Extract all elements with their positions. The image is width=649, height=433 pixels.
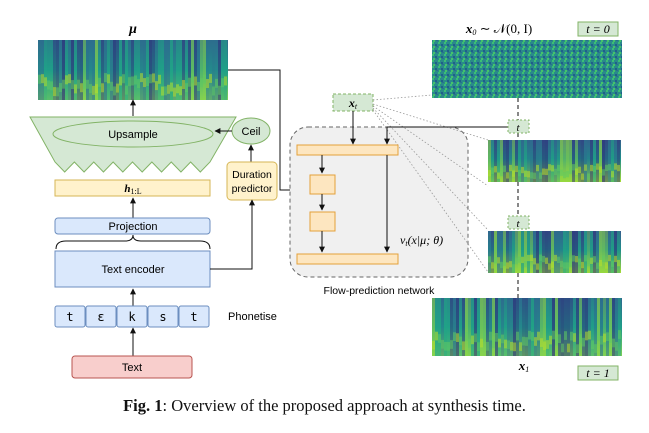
figure-caption: Fig. 1: Overview of the proposed approac… bbox=[0, 396, 649, 416]
text-input-label: Text bbox=[122, 362, 142, 374]
phoneme-box bbox=[178, 305, 210, 328]
caption-bold: Fig. 1 bbox=[123, 396, 163, 415]
projection-label: Projection bbox=[109, 221, 158, 233]
upsample-block: Upsample bbox=[29, 116, 237, 173]
intermediate-spectrogram-1 bbox=[488, 140, 621, 182]
phoneme-label: t bbox=[190, 310, 197, 324]
vt-label: vt(x|μ; θ) bbox=[400, 233, 443, 248]
h-bar bbox=[54, 179, 211, 197]
phoneme-label: ε bbox=[97, 310, 104, 324]
t1-label: t = 1 bbox=[586, 366, 609, 380]
t-badge-a-label: t bbox=[516, 122, 520, 134]
mu-label: μ bbox=[128, 22, 137, 37]
h-label: h1:L bbox=[124, 183, 141, 196]
t1-badge bbox=[577, 365, 619, 381]
t0-label: t = 0 bbox=[586, 22, 609, 36]
mu-to-flow-line bbox=[228, 69, 295, 191]
flow-network-container bbox=[289, 126, 469, 278]
ceil-label: Ceil bbox=[242, 126, 261, 138]
t-badge-b bbox=[507, 215, 530, 230]
x1-label: x1 bbox=[518, 358, 530, 374]
x0-label: x0 ∼ 𝒩(0, I) bbox=[465, 21, 532, 37]
flow-top-bar bbox=[296, 144, 399, 156]
t-badge-a bbox=[507, 119, 530, 134]
x1-spectrogram bbox=[432, 298, 622, 356]
phoneme-label: t bbox=[66, 310, 73, 324]
phoneme-label: s bbox=[159, 310, 166, 324]
phoneme-box bbox=[147, 305, 179, 328]
encoder-brace bbox=[55, 234, 211, 250]
intermediate-spectrogram-2 bbox=[488, 231, 621, 273]
flow-network-label: Flow-prediction network bbox=[324, 285, 436, 297]
phoneme-box bbox=[116, 305, 148, 328]
text-input-box bbox=[71, 355, 193, 379]
text-encoder-box bbox=[54, 250, 211, 288]
encoder-to-duration-arrow bbox=[210, 199, 255, 270]
projection-box bbox=[54, 217, 211, 235]
phonetise-label: Phonetise bbox=[228, 311, 277, 323]
phoneme-label: k bbox=[128, 310, 136, 324]
mu-spectrogram bbox=[38, 40, 228, 100]
duration-label-2: predictor bbox=[232, 183, 273, 195]
t-to-flow-arrow bbox=[384, 126, 508, 145]
x0-noise-spectrogram bbox=[432, 40, 622, 98]
flow-block-2 bbox=[309, 211, 336, 232]
caption-text: : Overview of the proposed approach at s… bbox=[162, 396, 526, 415]
t0-badge bbox=[577, 21, 619, 37]
t-badge-b-label: t bbox=[516, 218, 520, 230]
xt-dotted-links bbox=[372, 94, 489, 273]
xt-label: xt bbox=[348, 96, 358, 111]
flow-bottom-bar bbox=[296, 253, 399, 265]
text-encoder-label: Text encoder bbox=[102, 264, 165, 276]
phoneme-box bbox=[54, 305, 86, 328]
phoneme-box bbox=[85, 305, 117, 328]
duration-label-1: Duration bbox=[232, 169, 272, 181]
upsample-label: Upsample bbox=[108, 129, 158, 141]
flow-block-1 bbox=[309, 174, 336, 195]
upsample-ellipse bbox=[52, 120, 214, 148]
